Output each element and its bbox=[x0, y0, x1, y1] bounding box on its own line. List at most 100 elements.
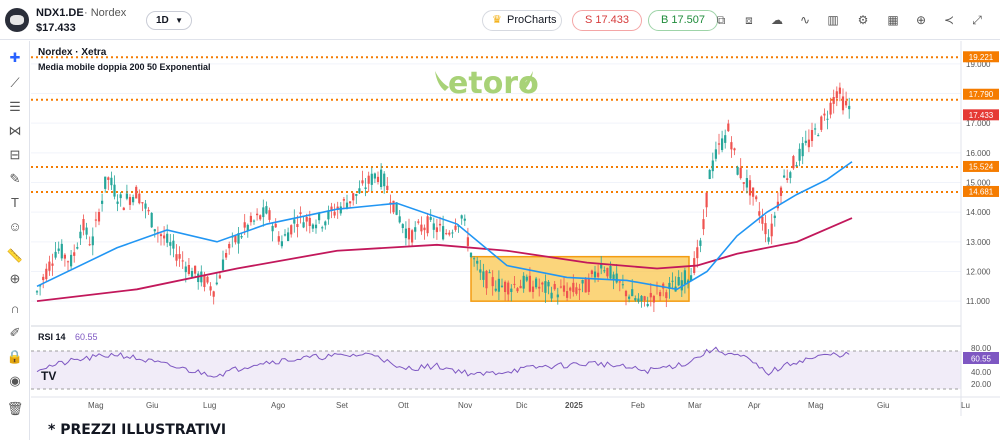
candle-body bbox=[699, 240, 702, 246]
candle-body bbox=[349, 201, 352, 204]
lock-icon[interactable]: 🔒 bbox=[6, 349, 24, 364]
rsi-label[interactable]: RSI 14 bbox=[38, 332, 66, 342]
candle-body bbox=[370, 173, 373, 185]
candle-body bbox=[305, 216, 308, 222]
candle-body bbox=[835, 91, 838, 99]
layers-icon[interactable]: ⧈ bbox=[745, 13, 753, 27]
candle-body bbox=[730, 142, 733, 150]
brush-icon[interactable]: ✎ bbox=[9, 171, 21, 186]
legend-indicator[interactable]: Media mobile doppia 200 50 Exponential bbox=[38, 62, 211, 72]
eye-icon[interactable]: ◉ bbox=[9, 373, 21, 388]
candle-body bbox=[274, 223, 277, 228]
level-badge bbox=[963, 88, 999, 100]
candle-body bbox=[795, 165, 798, 167]
candle-body bbox=[668, 282, 671, 289]
rsi-tick: 80.00 bbox=[971, 344, 992, 353]
price-chart[interactable]: etoro 19.00018.00017.00016.00015.00014.0… bbox=[31, 41, 1000, 416]
time-label: Lug bbox=[203, 401, 216, 410]
magnet-icon[interactable]: ∩ bbox=[10, 301, 20, 316]
candle-body bbox=[169, 242, 172, 246]
candle-body bbox=[752, 187, 755, 197]
candle-body bbox=[680, 280, 683, 291]
trash-icon[interactable]: 🗑 bbox=[6, 401, 24, 416]
pattern-icon[interactable]: ⋈ bbox=[8, 123, 22, 138]
level-badge bbox=[963, 109, 999, 121]
zoom-icon[interactable]: ⊕ bbox=[9, 271, 21, 286]
horizontal-levels[interactable] bbox=[31, 56, 961, 193]
candle-body bbox=[566, 291, 569, 298]
candle-body bbox=[364, 187, 367, 189]
candle-body bbox=[339, 206, 342, 214]
candle-body bbox=[550, 292, 553, 299]
candle-body bbox=[166, 233, 169, 243]
drawing-sets-icon[interactable]: ⧉ bbox=[716, 13, 726, 27]
price-tick: 11.000 bbox=[966, 297, 990, 306]
candle-body bbox=[773, 215, 776, 219]
fib-icon[interactable]: ☰ bbox=[9, 99, 21, 114]
calendar-icon[interactable]: ▦ bbox=[887, 13, 899, 27]
candle-body bbox=[76, 247, 79, 249]
rsi-band bbox=[31, 351, 961, 389]
candle-body bbox=[144, 203, 147, 209]
cloud-icon[interactable]: ☁ bbox=[771, 13, 783, 27]
candle-body bbox=[225, 252, 228, 258]
candle-body bbox=[572, 282, 575, 293]
candle-body bbox=[832, 96, 835, 104]
level-badge bbox=[963, 185, 999, 197]
candle-body bbox=[85, 227, 88, 235]
time-label: 2025 bbox=[565, 401, 583, 410]
candle-body bbox=[352, 193, 355, 201]
emoji-icon[interactable]: ☺ bbox=[8, 219, 22, 234]
candle-body bbox=[324, 221, 327, 226]
sell-button[interactable]: S 17.433 bbox=[572, 10, 642, 31]
candle-body bbox=[708, 169, 711, 179]
watermark-text: etoro bbox=[448, 66, 539, 101]
add-icon[interactable]: ⊕ bbox=[915, 13, 927, 27]
candle-body bbox=[460, 215, 463, 219]
candle-body bbox=[659, 292, 662, 297]
time-axis[interactable]: Mag Giu Lug Ago Set Ott Nov Dic 2025 Feb Mar Apr Mag… bbox=[88, 401, 970, 410]
procharts-button[interactable]: ♛ ProCharts bbox=[482, 10, 562, 31]
candle-body bbox=[243, 222, 246, 228]
candle-body bbox=[215, 282, 218, 285]
candle-body bbox=[494, 288, 497, 291]
expand-icon[interactable]: ⤢ bbox=[972, 13, 982, 27]
candle-body bbox=[125, 193, 128, 199]
trendline-icon[interactable]: ⟋ bbox=[10, 75, 20, 90]
candle-body bbox=[739, 167, 742, 179]
candle-body bbox=[559, 286, 562, 288]
candle-body bbox=[73, 252, 76, 256]
ruler-icon[interactable]: 📏 bbox=[6, 248, 24, 263]
candle-body bbox=[259, 215, 262, 220]
crosshair-icon[interactable]: ✚ bbox=[9, 50, 21, 65]
candle-body bbox=[283, 234, 287, 236]
candle-body bbox=[172, 240, 175, 249]
candle-body bbox=[590, 270, 593, 275]
candle-icon[interactable]: ▥ bbox=[827, 13, 839, 27]
share-icon[interactable]: ≺ bbox=[943, 13, 955, 27]
candle-body bbox=[187, 264, 190, 274]
indicator-icon[interactable]: ∿ bbox=[799, 13, 811, 27]
candle-body bbox=[696, 247, 699, 259]
lock-drawing-icon[interactable]: ✐ bbox=[9, 325, 21, 340]
time-label: Feb bbox=[631, 401, 645, 410]
candle-body bbox=[516, 288, 519, 292]
timeframe-button[interactable]: 1D ▼ bbox=[146, 11, 192, 30]
candle-body bbox=[401, 224, 404, 229]
level-label: 17.790 bbox=[969, 90, 994, 99]
projection-icon[interactable]: ⊟ bbox=[9, 147, 21, 162]
text-icon[interactable]: T bbox=[11, 195, 19, 210]
symbol-name[interactable]: NDX1.DE bbox=[36, 7, 84, 19]
buy-button[interactable]: B 17.507 bbox=[648, 10, 718, 31]
candle-body bbox=[318, 212, 321, 221]
candle-body bbox=[63, 254, 66, 259]
price-tick: 17.000 bbox=[966, 119, 991, 128]
candle-body bbox=[476, 260, 479, 264]
candle-body bbox=[519, 285, 522, 289]
candle-body bbox=[525, 276, 528, 281]
settings-icon[interactable]: ⚙ bbox=[857, 13, 869, 27]
candle-body bbox=[150, 212, 153, 228]
candle-body bbox=[500, 285, 504, 287]
candle-body bbox=[178, 254, 181, 259]
price-tick: 15.000 bbox=[966, 179, 991, 188]
